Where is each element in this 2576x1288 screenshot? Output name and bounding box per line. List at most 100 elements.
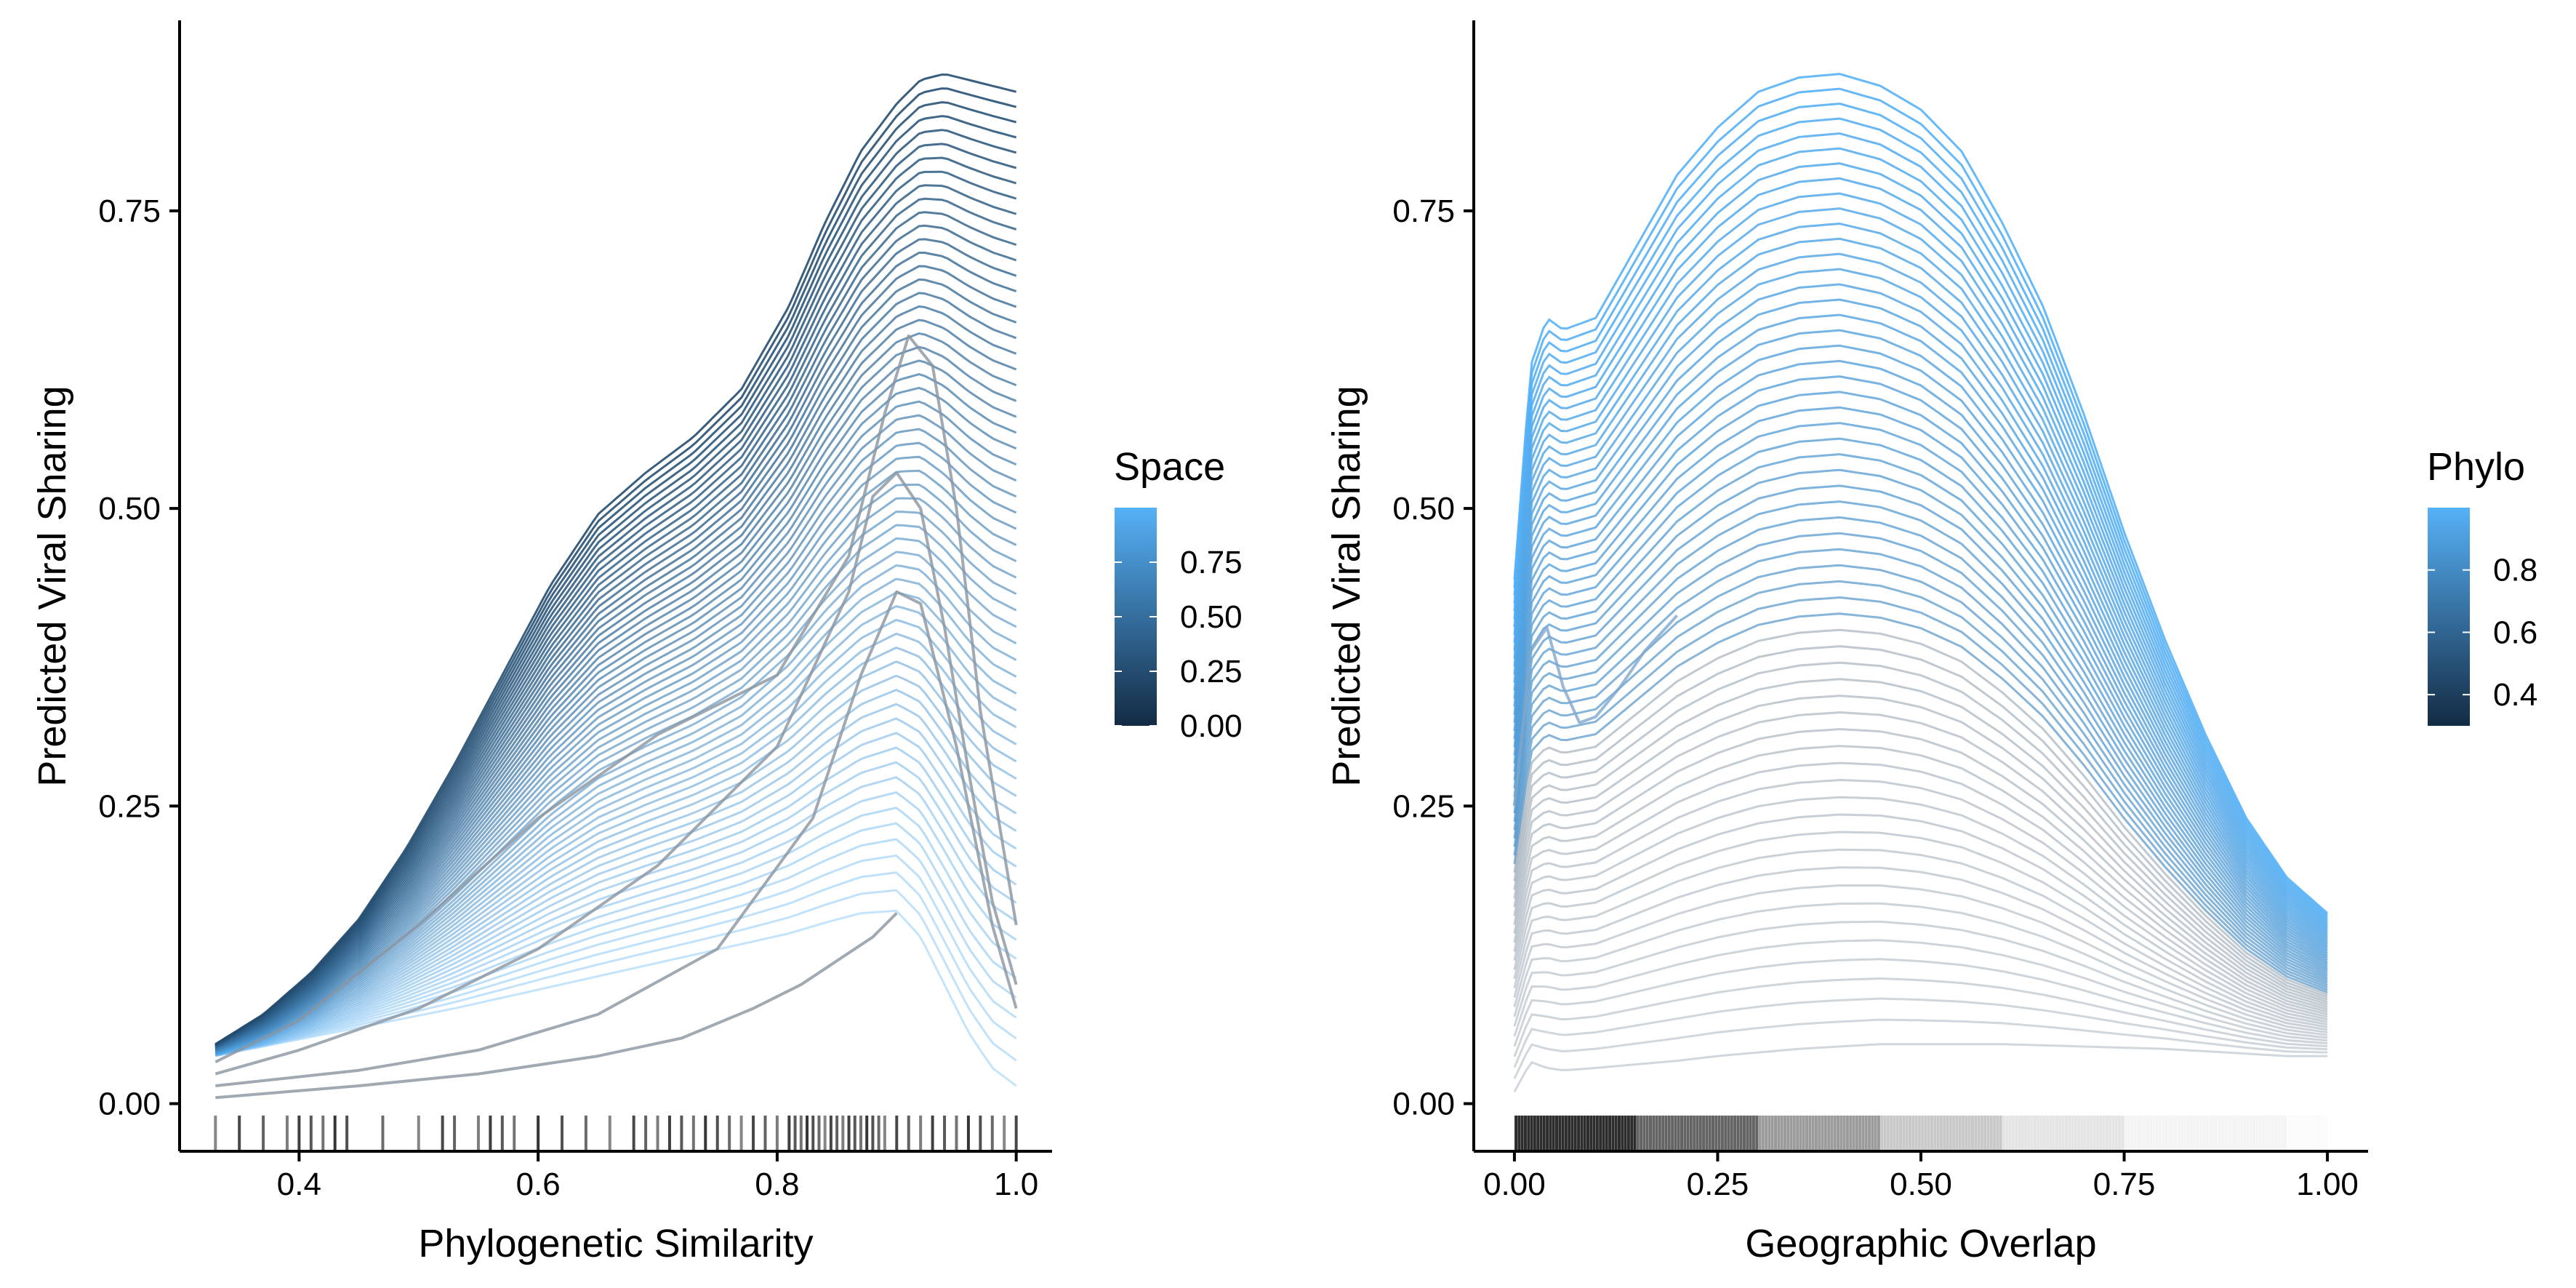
curve-line: [1513, 848, 2328, 1028]
curve-line: [214, 265, 1017, 1048]
curve-line: [1513, 117, 2329, 921]
curve-line: [215, 889, 1017, 1062]
curve-line: [214, 646, 1017, 1054]
curve-line: [1513, 329, 2328, 952]
curve-line: [1513, 192, 2329, 932]
x-tick-label: 0.8: [755, 1167, 799, 1202]
legend-tick-label: 0.6: [2493, 615, 2537, 650]
curve-line: [1513, 778, 2328, 1018]
curve-line: [214, 278, 1017, 1048]
legend-title-phylo: Phylo: [2427, 445, 2525, 489]
curve-line: [214, 537, 1017, 1052]
curve-line: [1513, 711, 2328, 1009]
curve-line: [214, 497, 1017, 1052]
x-ticks-2: 0.00 0.25 0.50 0.75 1.00: [1483, 1151, 2359, 1202]
curve-line: [1513, 313, 2328, 950]
curve-line: [214, 251, 1017, 1048]
curve-line: [1513, 252, 2328, 941]
curve-line: [214, 688, 1017, 1055]
y-tick-label: 0.00: [1392, 1087, 1455, 1122]
curve-line: [214, 822, 1017, 1056]
legend-tick-label: 0.50: [1180, 599, 1243, 635]
highlight-layer-1: [214, 334, 1018, 1100]
curve-line: [214, 386, 1017, 1049]
curve-line: [214, 717, 1017, 1055]
y-axis-title-1: Predicted Viral Sharing: [31, 385, 74, 786]
curve-line: [1513, 500, 2328, 977]
curve-line: [214, 73, 1017, 1045]
curve-line: [1513, 745, 2328, 1013]
highlight-curve: [215, 590, 1018, 1087]
curve-line: [214, 224, 1017, 1047]
y-tick-label: 0.25: [98, 788, 161, 824]
x-tick-label: 1.0: [994, 1167, 1038, 1202]
curve-line: [1513, 661, 2328, 1001]
curve-line: [214, 292, 1017, 1049]
curve-line: [1513, 532, 2328, 982]
curve-line: [214, 674, 1017, 1054]
y-tick-label: 0.75: [1392, 193, 1455, 229]
curve-line: [1513, 958, 2328, 1047]
curve-line: [1513, 612, 2328, 993]
highlight-curve: [1512, 615, 1678, 807]
curve-line: [214, 838, 1017, 1057]
curve-line: [215, 909, 1017, 1087]
curve-line: [214, 414, 1017, 1050]
legend-phylo: Phylo 0.4 0.6 0.8: [2427, 445, 2537, 726]
curve-line: [1513, 678, 2328, 1004]
x-tick-label: 0.50: [1890, 1167, 1952, 1202]
curve-line: [1513, 645, 2328, 999]
curve-line: [214, 871, 1017, 1057]
highlight-curve: [214, 471, 1018, 1076]
legend-title-space: Space: [1114, 445, 1225, 489]
legend-tick-label: 0.25: [1180, 654, 1243, 689]
x-tick-label: 0.75: [2093, 1167, 2156, 1202]
y-ticks-2: 0.00 0.25 0.50 0.75: [1392, 193, 1474, 1122]
x-axis-title-1: Phylogenetic Similarity: [418, 1222, 813, 1265]
curve-line: [1513, 484, 2328, 975]
curve-line: [214, 732, 1017, 1055]
curve-line: [1513, 283, 2328, 945]
panel-phylogenetic: 0.00 0.25 0.50 0.75 0.4 0.6 0.8 1.0 Phylogenet…: [31, 20, 1243, 1265]
curve-line: [1513, 147, 2329, 925]
curve-line: [1513, 162, 2329, 927]
curve-line: [214, 441, 1017, 1050]
x-axis-title-2: Geographic Overlap: [1745, 1222, 2096, 1265]
x-ticks-1: 0.4 0.6 0.8 1.0: [277, 1151, 1038, 1202]
curve-line: [1513, 268, 2328, 943]
curve-line: [1513, 1043, 2328, 1092]
curve-line: [1513, 884, 2328, 1033]
curve-line: [1513, 902, 2328, 1036]
curve-line: [1513, 628, 2328, 996]
curve-line: [214, 305, 1017, 1049]
curve-line: [214, 238, 1017, 1048]
curve-line: [1513, 437, 2328, 968]
legend-tick-label: 0.8: [2493, 553, 2537, 588]
curve-line: [1513, 997, 2328, 1068]
curve-line: [1513, 237, 2328, 939]
curve-line: [1513, 939, 2328, 1042]
curve-line: [214, 345, 1017, 1049]
x-tick-label: 0.4: [277, 1167, 321, 1202]
curve-line: [214, 660, 1017, 1054]
legend-space: Space 0.00 0.25 0.50 0.75: [1114, 445, 1243, 744]
curve-line: [214, 791, 1017, 1056]
curve-line: [1513, 298, 2328, 948]
y-axis-title-2: Predicted Viral Sharing: [1325, 385, 1368, 786]
curve-line: [214, 428, 1017, 1050]
curve-line: [1513, 73, 2329, 914]
y-tick-label: 0.50: [1392, 491, 1455, 527]
curve-line: [214, 807, 1017, 1056]
curve-line: [1513, 866, 2328, 1031]
curve-line: [214, 591, 1017, 1053]
curve-line: [1513, 359, 2328, 956]
x-tick-label: 0.00: [1483, 1167, 1546, 1202]
curve-line: [1513, 207, 2328, 934]
legend-ticks-phylo: 0.4 0.6 0.8: [2428, 553, 2537, 713]
curve-line: [1513, 406, 2328, 964]
legend-tick-label: 0.75: [1180, 545, 1243, 580]
legend-colorbar-phylo: [2428, 508, 2470, 726]
curve-line: [214, 484, 1017, 1051]
curve-line: [214, 455, 1017, 1051]
